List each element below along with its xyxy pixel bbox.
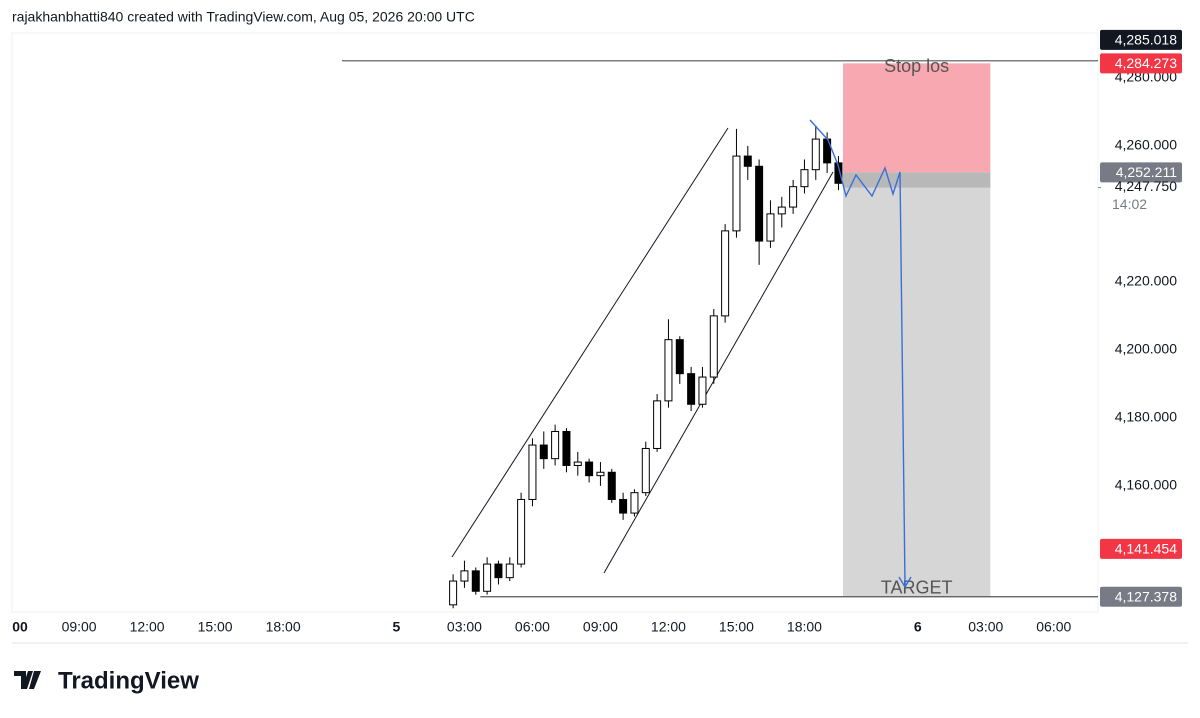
x-tick-label: 09:00 [583, 619, 618, 635]
candle-body [721, 230, 730, 317]
candle-body [777, 206, 786, 215]
channel-lower [603, 171, 834, 574]
x-tick-label: 15:00 [198, 619, 233, 635]
x-tick-label: 03:00 [447, 619, 482, 635]
y-tick-label: 4,220.000 [1115, 273, 1177, 289]
target-zone [842, 172, 991, 597]
target-label: TARGET [881, 578, 953, 598]
x-tick-label: 09:00 [62, 619, 97, 635]
candle-body [766, 213, 775, 242]
x-tick-label: 06:00 [515, 619, 550, 635]
candle-body [585, 461, 594, 477]
candle-body [449, 580, 458, 606]
x-tick-label: 12:00 [130, 619, 165, 635]
x-tick-label: 03:00 [968, 619, 1003, 635]
candle-body [539, 444, 548, 460]
candle-body [755, 165, 764, 242]
candle-body [698, 376, 707, 405]
candle-body [811, 138, 820, 171]
channel-upper [451, 127, 729, 558]
candle-body [551, 430, 560, 460]
x-tick-label: 12:00 [651, 619, 686, 635]
candle-body [664, 339, 673, 402]
candle-body [505, 563, 514, 579]
x-tick-label: 00 [12, 619, 28, 635]
candle-body [471, 570, 480, 592]
x-tick-label: 06:00 [1036, 619, 1071, 635]
candle-body [460, 570, 469, 582]
candle-body [653, 400, 662, 449]
candle-body [641, 447, 650, 494]
stop-label: Stop los [884, 56, 949, 76]
candle-body [562, 430, 571, 466]
candle-body [573, 461, 582, 466]
open-pnl-zone [842, 172, 991, 188]
candle-body [834, 162, 843, 184]
current-price-label: 4,247.750 [1115, 178, 1177, 194]
candle-body [607, 471, 616, 500]
candle-body [709, 315, 718, 378]
y-tick-label: 4,160.000 [1115, 477, 1177, 493]
price-label-box [1100, 162, 1182, 183]
logo [14, 671, 41, 689]
header: rajakhanbhatti840 created with TradingVi… [12, 9, 475, 25]
x-tick-label: 18:00 [787, 619, 822, 635]
stop-zone [842, 63, 991, 173]
candle-body [743, 155, 752, 167]
footer-brand: TradingView [58, 667, 199, 694]
candle-body [630, 492, 639, 514]
candle-body [528, 444, 537, 500]
candle-body [483, 563, 492, 592]
y-tick-label: 4,180.000 [1115, 409, 1177, 425]
x-tick-label: 18:00 [266, 619, 301, 635]
y-tick-label: 4,260.000 [1115, 137, 1177, 153]
price-label: 4,127.378 [1115, 588, 1177, 604]
candle-body [619, 498, 628, 514]
candle-body [517, 498, 526, 565]
price-label: 4,141.454 [1115, 541, 1177, 557]
candle-body [675, 339, 684, 375]
candle-body [800, 169, 809, 188]
price-label-box [1100, 29, 1182, 50]
candle-body [789, 186, 798, 208]
candle-body [494, 563, 503, 579]
plot-frame [11, 32, 1099, 613]
candle-body [732, 155, 741, 232]
projection-arrow [898, 576, 912, 589]
candle-body [596, 471, 605, 477]
price-label: 4,284.273 [1115, 55, 1177, 71]
x-tick-label: 6 [914, 619, 922, 635]
projection-path [809, 119, 906, 586]
countdown: 14:02 [1112, 196, 1147, 212]
candle-body [687, 373, 696, 405]
x-tick-label: 5 [393, 619, 401, 635]
x-tick-label: 15:00 [719, 619, 754, 635]
price-label-box [1100, 586, 1182, 607]
price-label-box [1100, 53, 1182, 74]
price-label-box [1100, 538, 1182, 559]
price-label: 4,285.018 [1115, 32, 1177, 48]
y-tick-label: 4,200.000 [1115, 341, 1177, 357]
price-label: 4,252.211 [1116, 164, 1177, 180]
